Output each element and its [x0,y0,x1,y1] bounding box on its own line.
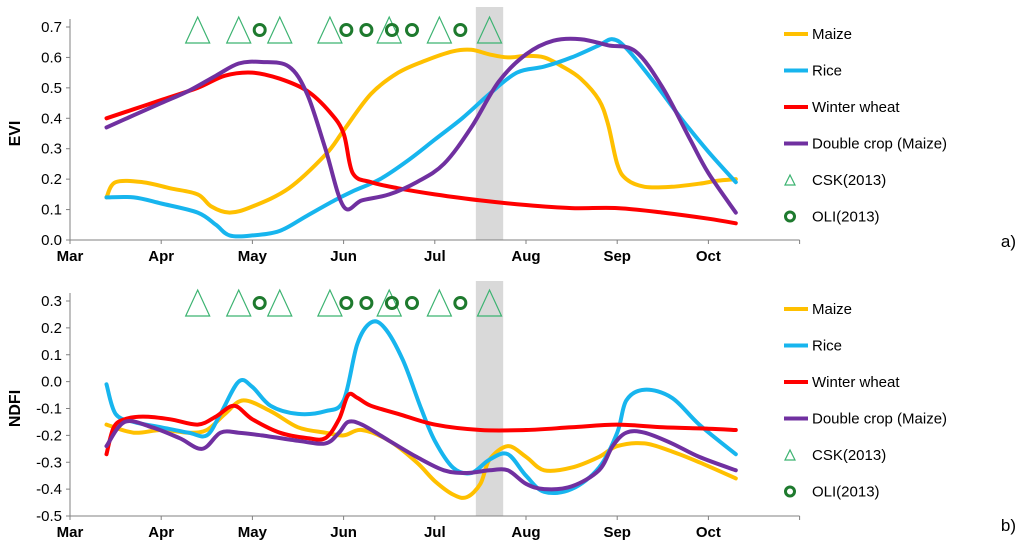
csk-marker [426,15,453,44]
csk-marker [426,288,453,317]
series-line-rice [104,37,738,239]
x-tick-label: Oct [696,248,721,265]
csk-marker [184,15,211,44]
y-axis-title: EVI [7,121,24,147]
oli-marker [252,23,267,37]
oli-marker [453,296,468,310]
x-tick-label: Jul [424,524,446,541]
x-tick-label: Aug [511,524,540,541]
series-line-maize [104,47,738,215]
legend-label: Double crop (Maize) [812,411,947,428]
legend-label: CSK(2013) [812,447,886,464]
oli-marker [252,296,267,310]
legend-label: CSK(2013) [812,172,886,189]
y-tick-label: 0.2 [41,171,62,188]
legend-label: Winter wheat [812,99,900,116]
y-tick-label: 0.3 [41,141,62,158]
y-tick-label: 0.4 [41,110,62,127]
oli-marker [384,23,399,37]
y-tick-label: -0.1 [36,401,62,418]
x-tick-label: Mar [57,524,84,541]
legend-label: Rice [812,63,842,80]
csk-marker [376,15,403,44]
legend-label: Maize [812,301,852,318]
x-tick-label: Sep [603,524,631,541]
highlight-band [475,7,504,240]
y-tick-label: 0.5 [41,80,62,97]
x-tick-label: Oct [696,524,721,541]
x-tick-label: Sep [603,248,631,265]
y-tick-label: 0.3 [41,293,62,310]
highlight-band [475,281,504,516]
x-tick-label: Apr [148,524,174,541]
oli-marker [339,23,354,37]
y-tick-label: 0.6 [41,49,62,66]
oli-marker [453,23,468,37]
y-tick-label: -0.5 [36,508,62,525]
series-line-double-crop-maize [104,419,738,492]
y-tick-label: 0.1 [41,347,62,364]
oli-marker [339,296,354,310]
legend-oli-icon [784,485,796,498]
oli-marker [405,296,419,310]
panel-b-ndfi: -0.5 -0.4 -0.3 -0.2 -0.1 0.0 0.1 0.2 0.3 Mar Apr Ma… [7,281,1016,541]
x-tick-label: Aug [511,248,540,265]
x-tick-label: Jun [330,248,357,265]
csk-marker [225,288,252,317]
csk-marker [316,288,343,317]
y-tick-label: -0.2 [36,427,62,444]
csk-marker [316,15,343,44]
oli-marker [405,23,419,37]
oli-marker [359,23,374,37]
panel-label: a) [1001,232,1016,251]
x-tick-label: Jul [424,248,446,265]
series-line-double-crop-maize [104,36,738,215]
y-axis-title: NDFI [7,390,24,427]
legend-csk-icon [784,173,796,186]
series-line-winter-wheat [104,70,738,226]
y-tick-label: 0.1 [41,202,62,219]
y-tick-label: -0.4 [36,481,62,498]
x-tick-label: Apr [148,248,174,265]
csk-marker [476,15,503,44]
oli-marker [384,296,399,310]
x-tick-label: May [238,524,268,541]
legend-csk-icon [784,448,796,461]
legend-oli-icon [784,210,796,223]
y-tick-label: 0.7 [41,19,62,36]
y-tick-label: 0.2 [41,320,62,337]
csk-marker [476,288,503,317]
y-tick-label: 0.0 [41,374,62,391]
legend-label: Rice [812,338,842,355]
panel-a-evi: 0.0 0.1 0.2 0.3 0.4 0.5 0.6 0.7 Mar Apr May Jun Jul A… [7,7,1016,265]
csk-marker [225,15,252,44]
csk-marker [184,288,211,317]
csk-marker [266,288,293,317]
legend-label: Winter wheat [812,374,900,391]
panel-label: b) [1001,516,1016,535]
csk-marker [266,15,293,44]
oli-marker [359,296,374,310]
y-tick-label: -0.3 [36,454,62,471]
legend-label: Double crop (Maize) [812,136,947,153]
series-line-winter-wheat [104,391,738,457]
y-tick-label: 0.0 [41,232,62,249]
legend-label: OLI(2013) [812,209,880,226]
x-tick-label: Mar [57,248,84,265]
legend-label: OLI(2013) [812,484,880,501]
x-tick-label: Jun [330,524,357,541]
legend-label: Maize [812,26,852,43]
csk-marker [376,288,403,317]
x-tick-label: May [238,248,268,265]
